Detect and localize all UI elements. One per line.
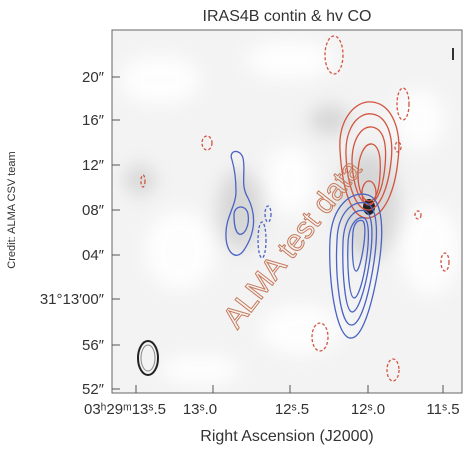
y-tick-label: 04″ — [82, 247, 105, 264]
x-ticks: 03ʰ29ᵐ13ˢ.5 13ˢ.0 12ˢ.5 12ˢ.0 11ˢ.5 — [84, 385, 460, 418]
x-tick-label: 13ˢ.0 — [183, 401, 217, 418]
plot-frame — [111, 29, 463, 394]
x-tick-label: 03ʰ29ᵐ13ˢ.5 — [84, 401, 166, 418]
y-tick-label: 52″ — [82, 381, 105, 398]
credit: Credit: ALMA CSV team — [6, 151, 18, 268]
x-tick-label: 12ˢ.0 — [351, 401, 385, 418]
y-tick-label: 31°13′00″ — [40, 291, 105, 308]
x-axis-label: Right Ascension (J2000) — [200, 428, 373, 445]
y-tick-label: 12″ — [82, 157, 105, 174]
y-ticks: 20″ 16″ 12″ 08″ 04″ 31°13′00″ 56″ 52″ — [40, 69, 120, 398]
x-tick-label: 12ˢ.5 — [275, 401, 309, 418]
plot-image — [112, 30, 462, 393]
x-tick-label: 11ˢ.5 — [426, 401, 459, 418]
title: IRAS4B contin & hv CO — [203, 8, 372, 25]
y-tick-label: 16″ — [82, 112, 105, 129]
y-tick-label: 08″ — [82, 202, 105, 219]
y-tick-label: 20″ — [82, 69, 105, 86]
y-tick-label: 56″ — [82, 337, 105, 354]
